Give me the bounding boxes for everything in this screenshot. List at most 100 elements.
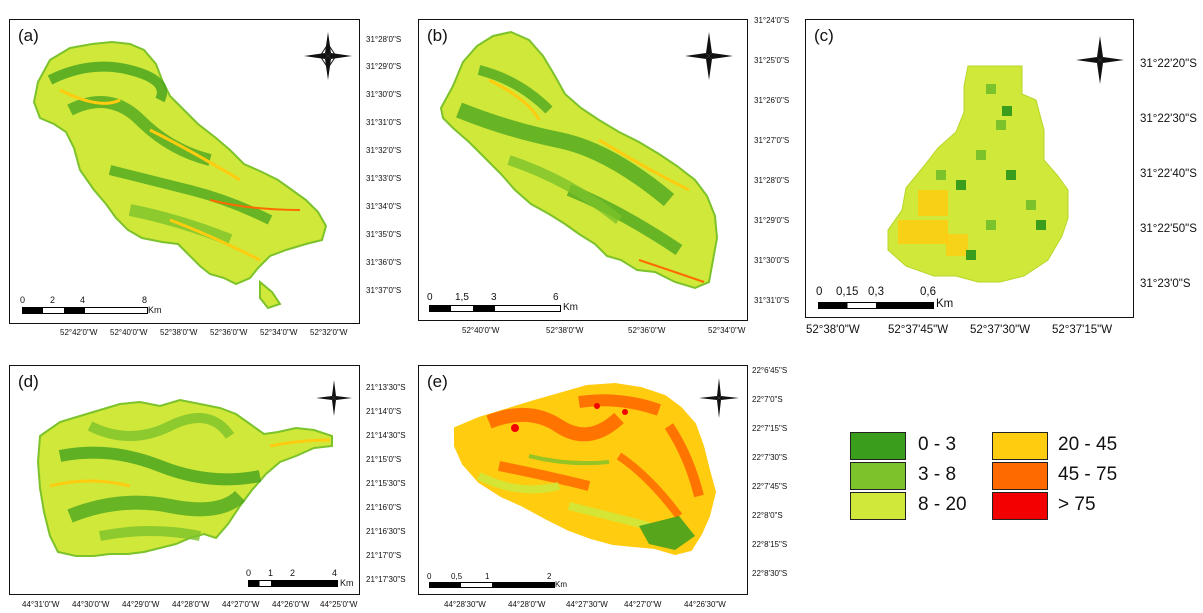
lon-label: 44°31'0"W [22, 600, 60, 609]
scale-tick: 2 [50, 295, 56, 305]
scale-tick: 4 [332, 568, 338, 578]
lon-label: 44°28'0"W [172, 600, 210, 609]
scale-tick: 0 [20, 295, 26, 305]
panel-label-c: (c) [814, 26, 834, 45]
lat-label: 31°34'0"S [366, 202, 402, 211]
scale-tick: 8 [142, 295, 148, 305]
compass-rose-icon [304, 32, 352, 80]
map-panel-a: (a) 0 2 4 8 Km [9, 19, 360, 324]
watershed-map-b [439, 30, 719, 290]
lat-label: 31°31'0"S [366, 118, 402, 127]
scale-tick: 0 [816, 286, 823, 298]
lat-label: 31°22'20"S [1140, 58, 1197, 70]
scale-tick: 0,6 [920, 286, 936, 298]
lon-label: 44°27'0"W [222, 600, 260, 609]
lon-label: 52°34'0"W [260, 328, 298, 337]
lon-label: 52°37'15"W [1052, 324, 1113, 336]
map-panel-b: (b) 0 1,5 3 6 Km [418, 19, 748, 321]
lon-label: 52°38'0"W [806, 324, 860, 336]
lat-label: 31°36'0"S [366, 258, 402, 267]
lat-label: 31°30'0"S [754, 256, 790, 265]
scale-bar-a: 0 2 4 8 Km [20, 295, 162, 317]
lon-label: 52°40'0"W [462, 326, 500, 335]
scale-tick: 0 [427, 572, 432, 581]
panel-label-a: (a) [18, 26, 39, 45]
panel-label-b: (b) [427, 26, 448, 45]
lat-label: 31°33'0"S [366, 174, 402, 183]
lat-label: 21°14'30"S [366, 431, 406, 440]
scale-tick: 0 [246, 568, 252, 578]
legend-label: 0 - 3 [918, 434, 957, 455]
lat-label: 22°7'15"S [752, 424, 788, 433]
scale-bar-d: 0 1 2 4 Km [244, 568, 359, 590]
scale-tick: 0,15 [836, 286, 859, 298]
legend-label: 20 - 45 [1058, 434, 1118, 455]
lat-label: 31°32'0"S [366, 146, 402, 155]
lat-label: 31°29'0"S [754, 216, 790, 225]
lat-label: 22°8'0"S [752, 511, 783, 520]
lat-label: 22°7'0"S [752, 395, 783, 404]
scale-tick: 0,5 [451, 572, 463, 581]
compass-rose-icon [685, 32, 733, 80]
lon-label: 44°26'30"W [684, 600, 726, 609]
lat-label: 21°17'0"S [366, 551, 402, 560]
scale-tick: 2 [290, 568, 296, 578]
lat-label: 31°25'0"S [754, 56, 790, 65]
legend-swatch-45-75 [992, 462, 1048, 490]
lat-label: 31°24'0"S [754, 16, 790, 25]
panel-label-d: (d) [18, 372, 39, 391]
lat-label: 21°16'30"S [366, 527, 406, 536]
legend-swatch-8-20 [850, 492, 906, 520]
lon-label: 44°29'0"W [122, 600, 160, 609]
scale-bar-e: 0 0,5 1 2 Km [427, 572, 567, 592]
lat-label: 21°14'0"S [366, 407, 402, 416]
scale-unit: Km [936, 298, 954, 310]
lon-label: 52°32'0"W [310, 328, 348, 337]
lat-label: 21°16'0"S [366, 503, 402, 512]
compass-rose-icon [316, 380, 352, 416]
lon-label: 52°36'0"W [628, 326, 666, 335]
compass-rose-icon [1076, 36, 1124, 84]
lon-label: 44°25'0"W [320, 600, 358, 609]
scale-bar-b: 0 1,5 3 6 Km [427, 292, 587, 314]
legend-label: > 75 [1058, 494, 1096, 515]
lat-label: 22°7'45"S [752, 482, 788, 491]
lon-label: 52°42'0"W [60, 328, 98, 337]
scale-unit: Km [148, 305, 162, 315]
panel-label-e: (e) [427, 372, 448, 391]
legend-label: 45 - 75 [1058, 464, 1118, 485]
lat-label: 22°8'15"S [752, 540, 788, 549]
scale-tick: 0,3 [868, 286, 884, 298]
legend-swatch-0-3 [850, 432, 906, 460]
lon-label: 52°38'0"W [546, 326, 584, 335]
watershed-map-c [887, 65, 1069, 283]
lon-label: 44°28'30"W [444, 600, 486, 609]
lat-label: 21°15'30"S [366, 479, 406, 488]
lat-label: 22°8'30"S [752, 569, 788, 578]
scale-unit: Km [340, 578, 354, 588]
lon-label: 52°38'0"W [160, 328, 198, 337]
watershed-map-a [32, 40, 328, 310]
lat-label: 31°29'0"S [366, 62, 402, 71]
lat-label: 31°27'0"S [754, 136, 790, 145]
lat-label: 31°22'50"S [1140, 223, 1197, 235]
lat-label: 31°23'0"S [1140, 278, 1191, 290]
lat-label: 31°28'0"S [366, 35, 402, 44]
scale-tick: 3 [491, 292, 497, 303]
lat-label: 22°6'45"S [752, 366, 788, 375]
lat-label: 31°22'30"S [1140, 113, 1197, 125]
lon-label: 52°37'30"W [970, 324, 1031, 336]
legend-label: 3 - 8 [918, 464, 957, 485]
lat-label: 31°37'0"S [366, 286, 402, 295]
lon-label: 52°40'0"W [110, 328, 148, 337]
legend-swatch-3-8 [850, 462, 906, 490]
scale-unit: Km [563, 302, 578, 313]
lat-label: 31°28'0"S [754, 176, 790, 185]
lat-label: 21°15'0"S [366, 455, 402, 464]
scale-unit: Km [555, 580, 567, 589]
lat-label: 21°13'30"S [366, 383, 406, 392]
legend-label: 8 - 20 [918, 494, 967, 515]
scale-tick: 2 [547, 572, 552, 581]
lat-label: 21°17'30"S [366, 575, 406, 584]
legend-swatch-20-45 [992, 432, 1048, 460]
